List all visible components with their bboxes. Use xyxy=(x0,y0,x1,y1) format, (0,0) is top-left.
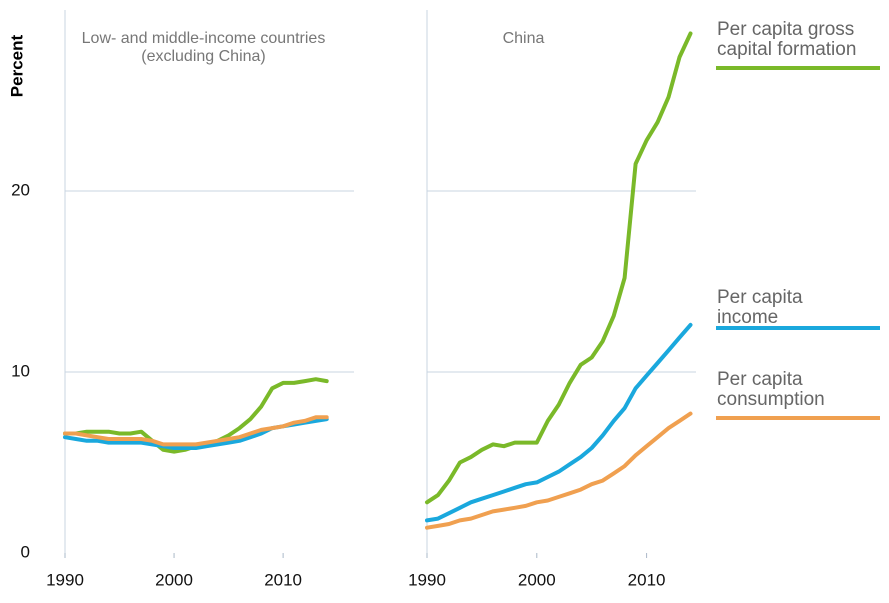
line-series xyxy=(63,415,329,447)
y-tick-label: 10 xyxy=(11,361,30,380)
legend-label: Per capita gross capital formation xyxy=(717,19,857,60)
panel-title: Low- and middle-income countries (exclud… xyxy=(81,30,326,65)
y-axis-label: Percent xyxy=(7,34,26,97)
line-series xyxy=(425,411,693,530)
legend-label: Per capita consumption xyxy=(717,369,825,410)
x-tick-label: 1990 xyxy=(46,570,84,589)
line-series xyxy=(425,322,693,523)
y-tick-label: 0 xyxy=(21,542,30,561)
line-series xyxy=(425,31,693,505)
x-tick-label: 1990 xyxy=(408,570,446,589)
x-tick-label: 2000 xyxy=(518,570,556,589)
y-tick-label: 20 xyxy=(11,180,30,199)
panel-title: China xyxy=(502,30,545,47)
x-tick-label: 2010 xyxy=(264,570,302,589)
x-tick-label: 2010 xyxy=(628,570,666,589)
x-tick-label: 2000 xyxy=(155,570,193,589)
legend-label: Per capita income xyxy=(717,287,803,328)
